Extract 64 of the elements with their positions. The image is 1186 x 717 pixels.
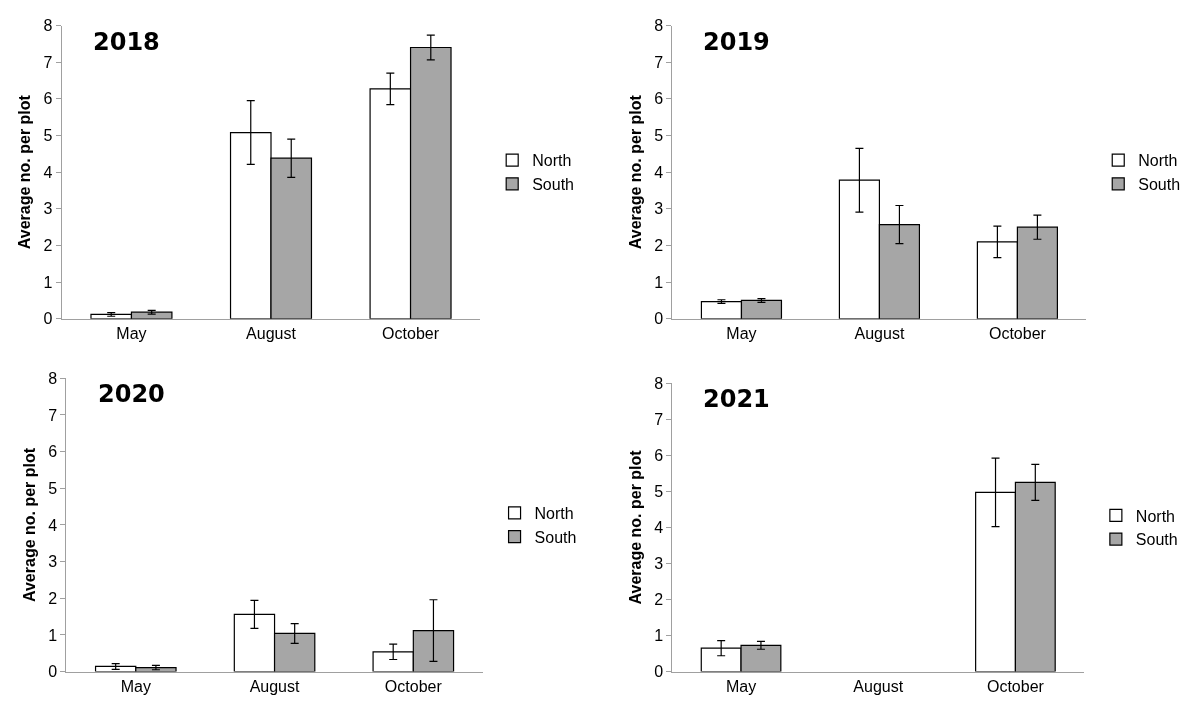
legend-label: South [534, 528, 577, 546]
y-tick-label: 0 [654, 663, 664, 681]
legend-label: South [1138, 176, 1181, 194]
chart-title: 2021 [703, 385, 770, 413]
y-tick-label: 3 [48, 553, 58, 571]
y-tick-label: 7 [48, 406, 58, 424]
x-tick-label: August [854, 325, 905, 342]
x-tick-label: October [384, 677, 443, 695]
y-tick-label: 0 [43, 310, 53, 328]
y-tick-label: 4 [654, 519, 664, 536]
x-tick-label: October [988, 325, 1047, 342]
x-tick-label: October [986, 677, 1045, 695]
chart-title: 2020 [98, 380, 165, 408]
y-tick-label: 2 [48, 589, 58, 607]
y-tick-label: 8 [654, 374, 664, 392]
y-tick-label: 7 [43, 53, 53, 71]
y-tick-label: 0 [654, 310, 664, 328]
y-tick-label: 8 [48, 369, 58, 387]
y-tick-label: 3 [43, 200, 53, 218]
y-tick-label: 5 [654, 127, 664, 145]
y-tick-label: 3 [654, 200, 664, 218]
y-tick-label: 8 [654, 17, 664, 35]
y-tick-label: 6 [43, 90, 53, 108]
y-tick-label: 4 [48, 516, 58, 534]
y-tick-label: 4 [43, 163, 53, 181]
y-tick-label: 2 [654, 237, 664, 255]
legend-label: North [1135, 507, 1175, 525]
legend-label: South [532, 176, 574, 194]
y-axis-title: Average no. per plot [627, 449, 645, 605]
y-tick-label: 6 [48, 443, 58, 461]
y-tick-label: 6 [654, 90, 664, 108]
y-tick-label: 1 [43, 273, 53, 291]
y-tick-label: 1 [654, 627, 664, 645]
legend-label: North [534, 505, 574, 523]
y-tick-label: 5 [654, 482, 664, 500]
y-tick-label: 2 [43, 237, 53, 255]
x-tick-label: August [853, 677, 904, 695]
y-tick-label: 4 [654, 163, 664, 181]
y-tick-label: 8 [43, 17, 53, 35]
x-tick-label: August [249, 677, 301, 695]
x-tick-label: May [120, 677, 151, 695]
chart-title: 2019 [703, 28, 770, 56]
y-axis-title: Average no. per plot [16, 94, 34, 250]
y-tick-label: 1 [654, 273, 664, 291]
chart-title: 2018 [93, 28, 160, 56]
x-tick-label: May [116, 325, 147, 342]
y-tick-label: 3 [654, 555, 664, 573]
y-tick-label: 2 [654, 591, 664, 609]
x-tick-label: October [382, 325, 440, 342]
y-tick-label: 1 [48, 626, 58, 644]
x-tick-label: August [246, 325, 297, 342]
x-tick-label: May [725, 677, 757, 695]
y-tick-label: 5 [48, 479, 58, 497]
legend-label: North [532, 152, 572, 170]
y-tick-label: 6 [654, 446, 664, 464]
y-tick-label: 5 [43, 127, 53, 145]
y-axis-title: Average no. per plot [21, 447, 39, 602]
y-tick-label: 7 [654, 53, 664, 71]
y-axis-title: Average no. per plot [627, 94, 645, 250]
y-tick-label: 0 [48, 663, 58, 681]
y-tick-label: 7 [654, 410, 664, 428]
legend-label: North [1138, 152, 1178, 170]
legend-label: South [1135, 531, 1178, 549]
x-tick-label: May [726, 325, 757, 342]
